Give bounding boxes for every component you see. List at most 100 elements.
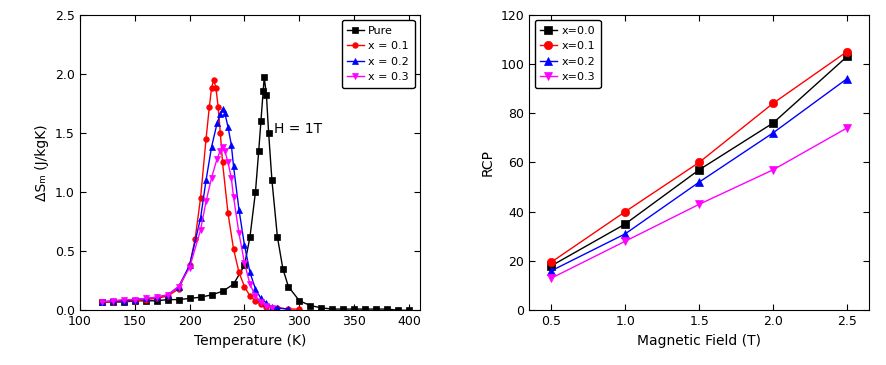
Pure [97,300,107,304]
x = 0.1 [210,86,221,90]
x = 0.1 [239,284,250,289]
X-axis label: Magnetic Field (T): Magnetic Field (T) [636,334,760,348]
x=0.0 [545,264,556,268]
x = 0.2 [260,301,271,306]
Line: x=0.0: x=0.0 [547,52,851,270]
x = 0.3 [184,265,195,270]
x = 0.2 [250,287,260,291]
Pure [259,75,269,80]
Legend: x=0.0, x=0.1, x=0.2, x=0.3: x=0.0, x=0.1, x=0.2, x=0.3 [534,20,600,88]
x = 0.3 [140,296,151,301]
x=0.2 [619,232,630,236]
x = 0.3 [152,295,162,299]
x = 0.3 [118,297,128,302]
x = 0.2 [107,299,118,303]
Line: x = 0.1: x = 0.1 [99,77,302,312]
Pure [277,267,288,271]
Line: x=0.3: x=0.3 [547,124,851,283]
Line: x=0.2: x=0.2 [547,74,851,275]
x = 0.1 [173,287,183,291]
Pure [118,300,128,304]
Pure [228,282,238,287]
x = 0.3 [217,145,228,149]
x=0.0 [841,54,851,59]
Legend: Pure, x = 0.1, x = 0.2, x = 0.3: Pure, x = 0.1, x = 0.2, x = 0.3 [341,20,414,88]
x = 0.1 [206,86,216,90]
Pure [184,296,195,301]
x=0.0 [693,168,703,172]
x = 0.1 [129,299,140,303]
Pure [245,235,255,239]
x = 0.1 [140,297,151,302]
x = 0.3 [245,282,255,287]
Pure [206,293,216,297]
x = 0.3 [267,306,277,310]
x = 0.2 [272,306,283,310]
x = 0.1 [118,299,128,303]
Pure [258,89,268,94]
Pure [263,131,274,135]
x = 0.3 [195,228,206,232]
x = 0.2 [129,297,140,302]
x = 0.2 [217,107,228,111]
Pure [381,307,392,311]
x = 0.1 [162,294,173,298]
Line: Pure: Pure [99,74,411,313]
Pure [267,178,277,182]
x = 0.2 [200,178,211,182]
Pure [260,93,271,97]
x = 0.2 [267,304,277,309]
x = 0.3 [97,300,107,304]
Pure [348,307,359,311]
Line: x = 0.2: x = 0.2 [99,107,291,312]
x=0.3 [619,239,630,243]
Pure [173,297,183,302]
x = 0.1 [255,302,266,307]
Y-axis label: ΔSₘ (J/kgK): ΔSₘ (J/kgK) [35,124,50,201]
Pure [338,307,348,311]
x = 0.3 [222,160,233,165]
x = 0.3 [255,300,266,304]
Line: x=0.1: x=0.1 [547,47,851,266]
Pure [392,308,403,312]
x = 0.3 [129,297,140,302]
x = 0.2 [219,111,229,115]
x = 0.2 [233,208,244,212]
x = 0.1 [272,306,283,310]
x=0.1 [693,160,703,165]
x = 0.3 [214,149,225,153]
x = 0.1 [152,296,162,301]
Pure [370,307,381,311]
x = 0.1 [214,131,225,135]
Pure [217,289,228,293]
Y-axis label: RCP: RCP [480,149,494,176]
x=0.1 [619,210,630,214]
x = 0.2 [97,300,107,304]
x = 0.1 [208,77,219,82]
x = 0.1 [107,300,118,304]
x = 0.1 [260,304,271,309]
Pure [195,295,206,299]
Pure [129,299,140,303]
Pure [360,307,370,311]
x=0.3 [545,276,556,280]
x=0.3 [767,168,778,172]
x = 0.2 [162,293,173,297]
Pure [305,303,315,308]
x=0.0 [767,121,778,125]
Pure [250,190,260,194]
x=0.1 [841,49,851,54]
x = 0.3 [107,299,118,303]
x = 0.1 [195,196,206,200]
x = 0.3 [206,176,216,180]
x = 0.1 [245,294,255,298]
x = 0.1 [200,137,211,141]
Pure [152,299,162,303]
x = 0.3 [162,293,173,297]
Pure [162,297,173,302]
x = 0.1 [97,300,107,304]
x = 0.3 [173,284,183,289]
x = 0.2 [195,216,206,220]
x = 0.3 [200,199,211,204]
x = 0.2 [140,296,151,301]
